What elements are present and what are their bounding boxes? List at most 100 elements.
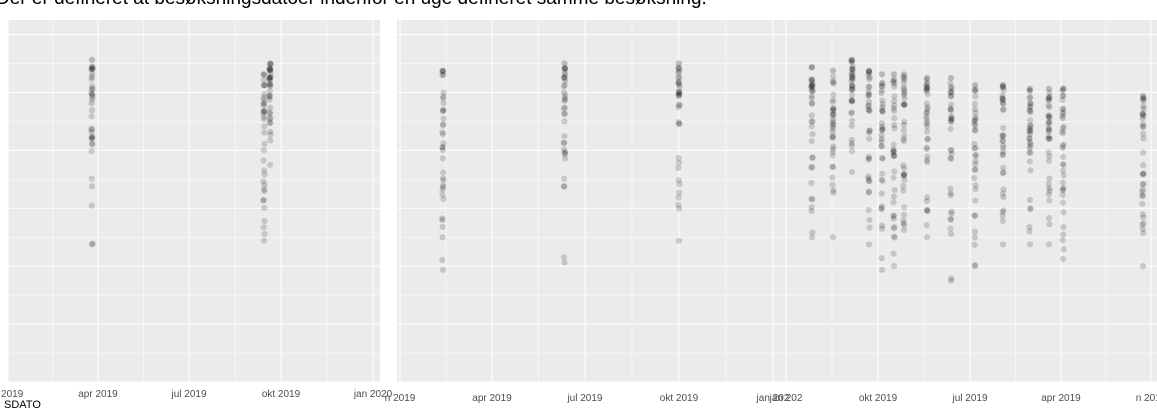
scatter-point <box>971 82 979 89</box>
scatter-point <box>1027 100 1034 107</box>
scatter-point <box>267 61 274 68</box>
scatter-point <box>848 78 855 85</box>
scatter-point <box>562 77 569 85</box>
scatter-point <box>830 105 837 112</box>
scatter-point <box>88 140 96 147</box>
scatter-point <box>1027 117 1034 124</box>
scatter-point <box>891 115 898 122</box>
scatter-point <box>1059 237 1066 244</box>
scatter-point <box>972 161 979 168</box>
scatter-point <box>1026 107 1033 114</box>
scatter-point <box>266 92 273 99</box>
panel-1-x-tick-label: okt 2019 <box>262 389 301 400</box>
scatter-point <box>848 122 855 130</box>
scatter-point <box>1026 130 1034 138</box>
scatter-point <box>561 132 568 140</box>
scatter-point <box>900 126 907 134</box>
scatter-point <box>829 73 837 80</box>
scatter-point <box>865 206 872 214</box>
scatter-point <box>260 82 267 89</box>
scatter-point <box>999 137 1006 144</box>
scatter-point <box>829 128 836 135</box>
scatter-point <box>88 125 95 132</box>
scatter-point <box>1140 98 1147 105</box>
scatter-point <box>1026 223 1033 231</box>
scatter-point <box>89 93 96 101</box>
scatter-point <box>829 120 836 127</box>
scatter-point <box>1027 140 1034 147</box>
scatter-point <box>560 183 568 190</box>
scatter-point <box>1140 229 1147 237</box>
scatter-point <box>971 118 978 125</box>
scatter-point <box>1027 205 1034 213</box>
scatter-point <box>676 189 683 196</box>
scatter-point <box>266 76 273 83</box>
scatter-point <box>561 110 569 117</box>
scatter-point <box>808 123 815 130</box>
scatter-point <box>948 101 955 108</box>
scatter-point <box>675 68 683 75</box>
scatter-point <box>675 69 682 76</box>
scatter-point <box>848 147 856 155</box>
scatter-point <box>808 234 816 241</box>
scatter-point <box>865 106 872 113</box>
scatter-point <box>1046 94 1053 101</box>
scatter-point <box>808 137 815 145</box>
scatter-point <box>1060 231 1067 238</box>
scatter-point <box>848 71 855 78</box>
scatter-point <box>971 145 978 152</box>
scatter-point <box>266 109 274 116</box>
scatter-point <box>900 226 908 234</box>
scatter-point <box>809 78 816 86</box>
scatter-point <box>865 83 872 90</box>
scatter-point <box>947 80 954 87</box>
scatter-point <box>675 91 682 99</box>
scatter-point <box>88 100 95 107</box>
scatter-point <box>1139 123 1146 131</box>
scatter-point <box>971 228 979 235</box>
scatter-point <box>1045 191 1052 198</box>
scatter-point <box>267 114 274 121</box>
scatter-point <box>890 174 897 181</box>
scatter-point <box>999 82 1007 89</box>
scatter-point <box>261 107 268 114</box>
scatter-point <box>1046 89 1053 96</box>
scatter-point <box>878 225 886 232</box>
scatter-point <box>879 222 886 229</box>
scatter-point <box>439 186 446 193</box>
panel-2-x-tick-label: jul 2019 <box>566 393 602 404</box>
scatter-point <box>439 234 446 241</box>
scatter-point <box>1140 105 1147 112</box>
panel-1-x-axis-title: SDATO <box>4 399 41 408</box>
scatter-point <box>849 70 856 78</box>
scatter-point <box>849 98 856 105</box>
scatter-point <box>88 56 96 63</box>
scatter-point <box>561 151 568 158</box>
scatter-point <box>260 71 267 78</box>
scatter-point <box>999 137 1007 145</box>
scatter-point <box>260 96 268 103</box>
scatter-point <box>1059 85 1067 92</box>
scatter-point <box>1027 109 1034 116</box>
scatter-point <box>561 81 568 89</box>
scatter-point <box>440 99 447 107</box>
scatter-point <box>999 131 1006 139</box>
scatter-point <box>890 98 898 105</box>
scatter-point <box>1027 122 1034 130</box>
scatter-point <box>879 155 886 162</box>
scatter-point <box>924 136 931 143</box>
scatter-point <box>1026 104 1033 111</box>
scatter-point <box>1000 144 1007 151</box>
scatter-point <box>1046 135 1053 142</box>
scatter-point <box>848 136 855 143</box>
scatter-point <box>440 177 447 184</box>
scatter-point <box>830 189 837 196</box>
scatter-point <box>261 90 268 98</box>
scatter-point <box>560 83 568 90</box>
scatter-point <box>1045 135 1052 142</box>
scatter-point <box>440 120 447 128</box>
scatter-point <box>1060 141 1067 148</box>
scatter-point <box>88 63 96 70</box>
scatter-point <box>901 74 908 81</box>
scatter-point <box>849 86 856 93</box>
